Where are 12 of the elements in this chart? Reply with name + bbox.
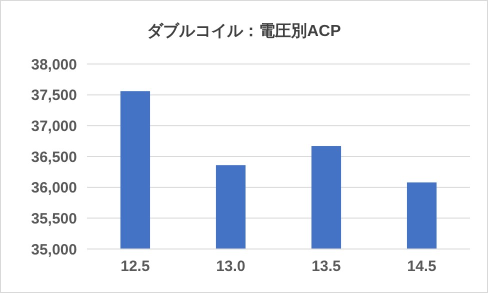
x-tick-label: 14.5 [407, 258, 436, 275]
y-tick-label: 37,500 [31, 87, 77, 104]
chart-title: ダブルコイル：電圧別ACP [147, 22, 342, 40]
y-tick-label: 36,500 [31, 148, 77, 166]
x-tick-label: 13.5 [312, 258, 341, 275]
y-tick-label: 37,000 [31, 118, 77, 135]
y-tick-label: 35,000 [31, 241, 77, 258]
y-tick-label: 36,000 [31, 180, 77, 197]
y-tick-label: 38,000 [31, 56, 77, 74]
x-tick-label: 12.5 [120, 258, 150, 275]
y-tick-label: 35,500 [31, 210, 77, 228]
x-tick-label: 13.0 [216, 258, 246, 275]
